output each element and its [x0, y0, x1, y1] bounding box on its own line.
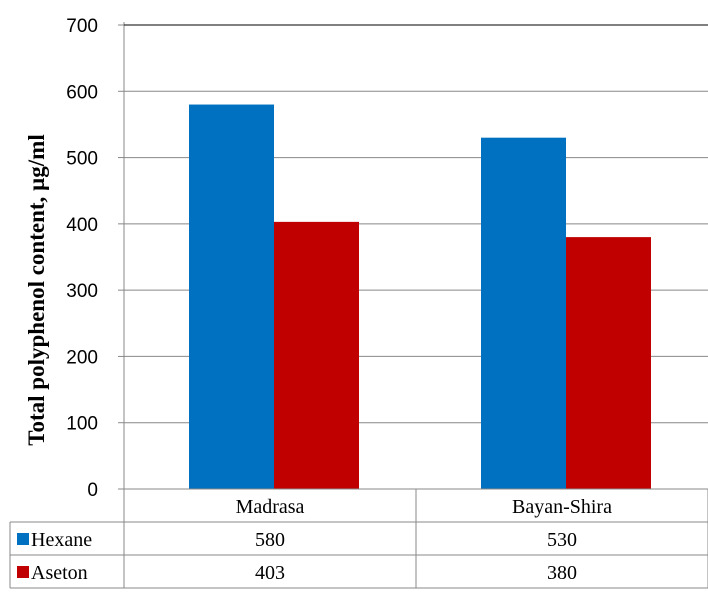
- data-label: 403: [255, 562, 285, 584]
- y-tick-label: 100: [66, 414, 98, 435]
- y-tick-label: 500: [66, 149, 98, 170]
- y-tick-label: 300: [66, 281, 98, 302]
- legend-swatch-hexane: [17, 533, 29, 545]
- bar-hexane-bayan-shira: [481, 137, 566, 489]
- y-tick-label: 0: [87, 480, 98, 501]
- y-tick-label: 400: [66, 215, 98, 236]
- legend-swatch-aseton: [17, 566, 29, 578]
- bars: [189, 104, 651, 490]
- y-axis-label: Total polyphenol content, µg/ml: [24, 134, 49, 445]
- category-label: Bayan-Shira: [512, 496, 612, 518]
- bar-hexane-madrasa: [189, 104, 274, 490]
- bar-aseton-bayan-shira: [566, 237, 651, 489]
- data-table: Madrasa Bayan-Shira Hexane 580 530 Aseton 403 3…: [9, 489, 708, 589]
- bar-aseton-madrasa: [274, 221, 359, 489]
- y-tick-label: 200: [66, 347, 98, 368]
- data-label: 380: [547, 562, 577, 584]
- legend-label: Aseton: [31, 562, 88, 584]
- y-tick-labels: 0 100 200 300 400 500 600 700: [66, 16, 98, 501]
- category-label: Madrasa: [236, 496, 305, 518]
- data-label: 580: [255, 529, 285, 551]
- legend-label: Hexane: [31, 529, 92, 551]
- data-label: 530: [547, 529, 577, 551]
- y-tick-label: 600: [66, 82, 98, 103]
- y-tick-label: 700: [66, 16, 98, 37]
